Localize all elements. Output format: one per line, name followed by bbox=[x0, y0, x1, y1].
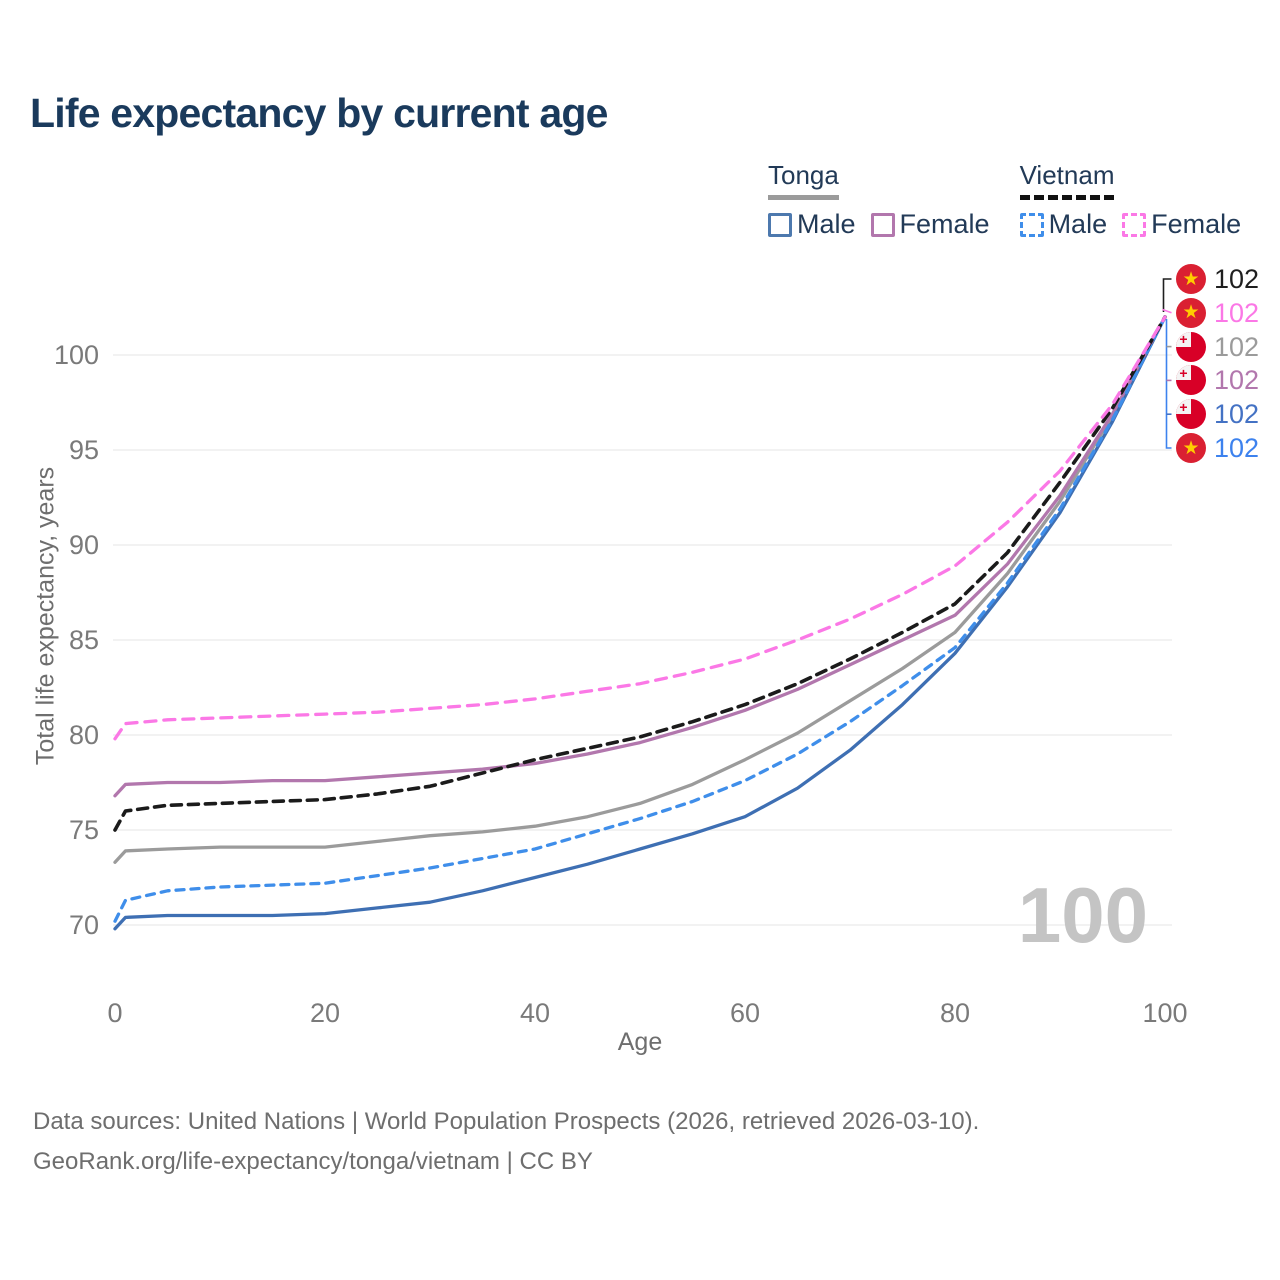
leader-vietnam-all bbox=[1162, 278, 1172, 312]
cross-glyph: + bbox=[1179, 365, 1188, 381]
end-value-vietnam-female: 102 bbox=[1214, 297, 1260, 328]
series-line-vietnam-all bbox=[113, 315, 1167, 832]
legend-item-tonga-female[interactable]: Female bbox=[870, 209, 990, 240]
tonga-flag-icon: + bbox=[1176, 331, 1206, 362]
attribution-text: GeoRank.org/life-expectancy/tonga/vietna… bbox=[33, 1148, 593, 1175]
legend-item-tonga-male[interactable]: Male bbox=[768, 209, 856, 240]
end-value-tonga-male: 102 bbox=[1214, 399, 1260, 430]
x-tick-20: 20 bbox=[310, 998, 340, 1028]
series-line-tonga-all bbox=[113, 315, 1167, 864]
y-tick-80: 80 bbox=[69, 720, 99, 750]
end-value-vietnam-male: 102 bbox=[1214, 433, 1260, 463]
chart-legend: Tonga Male Female Vietnam Male Female bbox=[768, 160, 1241, 240]
end-value-tonga-female: 102 bbox=[1214, 365, 1260, 396]
end-label-vietnam-all: ★ 102 bbox=[1176, 263, 1259, 295]
x-axis-title: Age bbox=[617, 1028, 663, 1056]
y-tick-85: 85 bbox=[69, 625, 99, 655]
end-label-vietnam-female: ★ 102 bbox=[1176, 297, 1259, 329]
legend-items-tonga: Male Female bbox=[768, 209, 990, 240]
legend-group-tonga: Tonga Male Female bbox=[768, 160, 990, 240]
vietnam-flag-icon: ★ bbox=[1176, 433, 1206, 463]
tonga-canton: + bbox=[1176, 331, 1191, 348]
series-line-vietnam-female bbox=[113, 315, 1167, 741]
x-tick-100: 100 bbox=[1142, 998, 1187, 1028]
cross-glyph: + bbox=[1179, 399, 1188, 415]
y-axis-title: Total life expectancy, years bbox=[31, 466, 60, 766]
legend-swatch-tonga-female[interactable] bbox=[870, 212, 895, 237]
legend-label-tonga-female: Female bbox=[899, 209, 990, 239]
end-label-tonga-all: +102 bbox=[1176, 331, 1259, 363]
star-glyph: ★ bbox=[1182, 302, 1200, 324]
legend-title-tonga[interactable]: Tonga bbox=[768, 160, 839, 200]
y-tick-95: 95 bbox=[69, 435, 99, 465]
data-sources-text: Data sources: United Nations | World Pop… bbox=[33, 1108, 980, 1135]
legend-label-vietnam-female: Female bbox=[1151, 209, 1242, 239]
series-line-vietnam-male bbox=[113, 315, 1167, 923]
x-tick-0: 0 bbox=[107, 998, 122, 1028]
legend-items-vietnam: Male Female bbox=[1019, 209, 1241, 240]
tonga-canton: + bbox=[1176, 365, 1191, 381]
end-value-tonga-all: 102 bbox=[1214, 331, 1260, 362]
y-tick-75: 75 bbox=[69, 815, 99, 845]
legend-item-vietnam-female[interactable]: Female bbox=[1122, 209, 1241, 240]
leader-vietnam-male bbox=[1165, 319, 1172, 449]
series-line-tonga-female bbox=[113, 315, 1167, 798]
end-label-tonga-female: +102 bbox=[1176, 364, 1259, 396]
tonga-flag-icon: + bbox=[1176, 365, 1206, 396]
vietnam-flag-icon: ★ bbox=[1176, 264, 1206, 294]
series-line-tonga-male bbox=[113, 315, 1167, 931]
cross-glyph: + bbox=[1179, 331, 1188, 348]
end-label-tonga-male: +102 bbox=[1176, 398, 1259, 430]
x-tick-80: 80 bbox=[940, 998, 970, 1028]
legend-swatch-vietnam-male[interactable] bbox=[1019, 212, 1044, 237]
legend-title-vietnam[interactable]: Vietnam bbox=[1019, 160, 1115, 200]
legend-swatch-vietnam-female[interactable] bbox=[1122, 212, 1147, 237]
legend-swatch-tonga-male[interactable] bbox=[768, 212, 792, 237]
legend-label-vietnam-male: Male bbox=[1048, 209, 1108, 239]
end-label-vietnam-male: ★ 102 bbox=[1176, 432, 1259, 464]
end-value-vietnam-all: 102 bbox=[1214, 264, 1260, 294]
page-title: Life expectancy by current age bbox=[30, 90, 608, 136]
legend-label-tonga-male: Male bbox=[797, 209, 856, 239]
vietnam-flag-icon: ★ bbox=[1176, 297, 1206, 328]
tonga-canton: + bbox=[1176, 399, 1191, 415]
tonga-flag-icon: + bbox=[1176, 399, 1206, 430]
x-tick-60: 60 bbox=[730, 998, 760, 1028]
watermark-age-100: 100 bbox=[1017, 871, 1148, 959]
legend-item-vietnam-male[interactable]: Male bbox=[1019, 209, 1108, 240]
leader-vietnam-female bbox=[1162, 308, 1172, 314]
y-tick-90: 90 bbox=[69, 530, 99, 560]
legend-group-vietnam: Vietnam Male Female bbox=[1019, 160, 1241, 240]
y-tick-100: 100 bbox=[54, 340, 99, 370]
star-glyph: ★ bbox=[1182, 437, 1200, 459]
y-tick-70: 70 bbox=[69, 910, 99, 940]
star-glyph: ★ bbox=[1182, 268, 1200, 290]
x-tick-40: 40 bbox=[520, 998, 550, 1028]
